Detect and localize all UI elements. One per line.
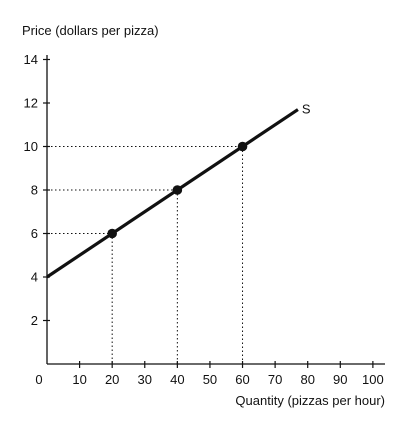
- x-tick-label-0: 0: [35, 372, 42, 387]
- y-axis-title: Price (dollars per pizza): [22, 23, 159, 38]
- x-ticks: [78, 361, 374, 368]
- x-tick-label-9: 90: [333, 372, 347, 387]
- series-layer: S: [46, 102, 311, 279]
- y-tick-labels: 2 4 6 8 10 12 14: [24, 52, 38, 328]
- x-tick-labels: 0 10 20 30 40 50 60 70 80 90 100: [35, 372, 383, 387]
- x-tick-label-2: 20: [105, 372, 119, 387]
- supply-point-0: [107, 228, 117, 239]
- supply-point-1: [172, 185, 183, 195]
- x-tick-label-5: 50: [203, 372, 217, 387]
- axes: [46, 55, 385, 365]
- x-tick-label-3: 30: [138, 372, 152, 387]
- x-tick-label-10: 100: [362, 372, 384, 387]
- supply-curve-line: [46, 108, 299, 279]
- y-tick-label-5: 12: [24, 96, 38, 111]
- y-tick-label-1: 4: [31, 270, 38, 285]
- supply-curve-label: S: [302, 102, 311, 117]
- x-tick-label-1: 10: [72, 372, 86, 387]
- x-tick-label-4: 40: [170, 372, 184, 387]
- guide-lines: [47, 146, 244, 364]
- y-tick-label-3: 8: [31, 183, 38, 198]
- x-tick-label-7: 70: [268, 372, 282, 387]
- y-tick-label-2: 6: [31, 226, 38, 241]
- y-tick-label-4: 10: [24, 139, 38, 154]
- supply-point-2: [237, 141, 248, 152]
- x-tick-label-6: 60: [235, 372, 249, 387]
- y-tick-label-0: 2: [31, 313, 38, 328]
- x-axis-title: Quantity (pizzas per hour): [235, 393, 385, 408]
- x-tick-label-8: 80: [300, 372, 314, 387]
- y-tick-label-6: 14: [24, 52, 38, 67]
